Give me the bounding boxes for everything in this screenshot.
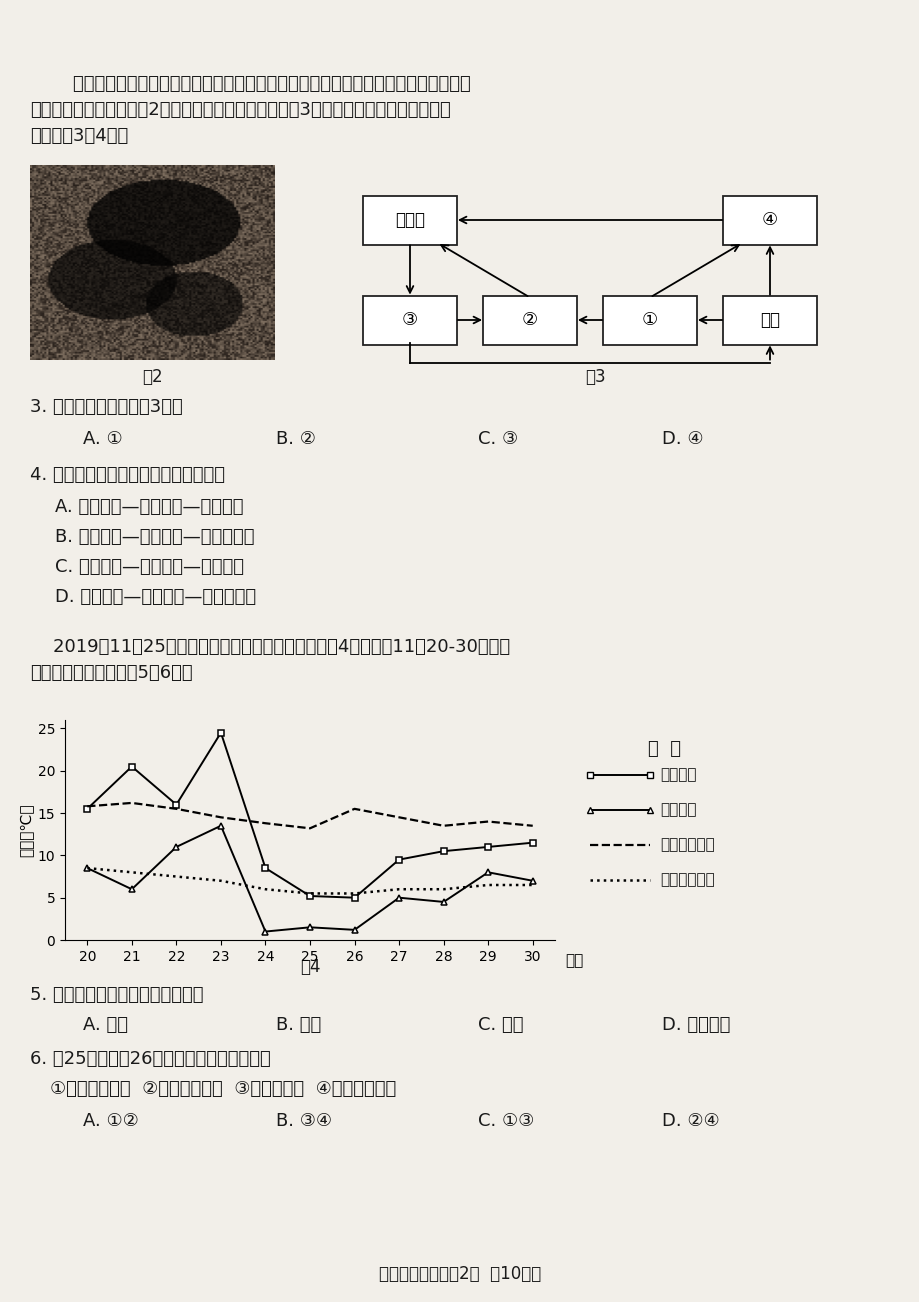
Text: 连云港云台山与泰山、崂山一脉相承，主要岩石类型为片麻岩（变质岩），原系海中: 连云港云台山与泰山、崂山一脉相承，主要岩石类型为片麻岩（变质岩），原系海中 [50,76,471,92]
FancyBboxPatch shape [722,296,816,345]
Text: 历史均值高温: 历史均值高温 [659,837,714,853]
Text: 4. 图示景观形成的主要地质作用依次是: 4. 图示景观形成的主要地质作用依次是 [30,466,225,484]
FancyBboxPatch shape [363,195,457,245]
Text: ③: ③ [402,311,417,329]
Text: A. 寒潮: A. 寒潮 [83,1016,128,1034]
Text: 沉积物: 沉积物 [394,211,425,229]
Text: 图  例: 图 例 [648,740,681,758]
Text: 历史均值低温: 历史均值低温 [659,872,714,888]
Text: 2019年11月25日，江苏南京迎来了第一场小雪。图4为南京市11月20-30日气温: 2019年11月25日，江苏南京迎来了第一场小雪。图4为南京市11月20-30日… [30,638,509,656]
Text: 岛屿，后演化成陆地。图2为云台山老鹰峰景观照片，图3为岩石圈物质循环示意简图。: 岛屿，后演化成陆地。图2为云台山老鹰峰景观照片，图3为岩石圈物质循环示意简图。 [30,102,450,118]
Text: 5. 导致该地此次降雪的天气系统是: 5. 导致该地此次降雪的天气系统是 [30,986,203,1004]
Text: A. ①②: A. ①② [83,1112,139,1130]
Text: C. ③: C. ③ [478,430,518,448]
Text: 变化曲线图。读图回答5～6题。: 变化曲线图。读图回答5～6题。 [30,664,192,682]
Text: C. 沉积作用—变质作用—地壳抬升: C. 沉积作用—变质作用—地壳抬升 [55,559,244,575]
Text: 图4: 图4 [300,958,320,976]
Text: 实况低温: 实况低温 [659,802,696,818]
Text: 日期: 日期 [564,953,583,969]
Text: 图2: 图2 [142,368,162,385]
Text: 岩浆: 岩浆 [759,311,779,329]
Text: D. ④: D. ④ [662,430,703,448]
Text: 6. 与25日相比，26日气温更低的主要原因是: 6. 与25日相比，26日气温更低的主要原因是 [30,1049,270,1068]
Text: C. 冷锋: C. 冷锋 [478,1016,523,1034]
FancyBboxPatch shape [722,195,816,245]
Text: A. 地壳抬升—固结成岩—变质作用: A. 地壳抬升—固结成岩—变质作用 [55,497,244,516]
Text: ①强冷空气影响  ②融雪消耗热量  ③地面辐射强  ④大气逆辐射强: ①强冷空气影响 ②融雪消耗热量 ③地面辐射强 ④大气逆辐射强 [50,1079,396,1098]
Text: 高三地理试题（第2页  共10页）: 高三地理试题（第2页 共10页） [379,1266,540,1282]
Text: ②: ② [521,311,538,329]
Text: C. ①③: C. ①③ [478,1112,534,1130]
Text: ①: ① [641,311,657,329]
Text: D. 变质作用—地壳抬升—风化、侵蚀: D. 变质作用—地壳抬升—风化、侵蚀 [55,589,255,605]
Text: B. 地壳抬升—变质作用—风化、侵蚀: B. 地壳抬升—变质作用—风化、侵蚀 [55,529,255,546]
Y-axis label: 气温（℃）: 气温（℃） [18,803,33,857]
Text: B. 气旋: B. 气旋 [276,1016,321,1034]
Text: B. ②: B. ② [276,430,315,448]
Text: 图3: 图3 [584,368,605,385]
Text: D. ②④: D. ②④ [662,1112,720,1130]
Text: D. 准静止锋: D. 准静止锋 [662,1016,730,1034]
Text: 实况高温: 实况高温 [659,767,696,783]
FancyBboxPatch shape [363,296,457,345]
Text: 读图回答3～4题。: 读图回答3～4题。 [30,128,128,145]
Text: B. ③④: B. ③④ [276,1112,332,1130]
Text: ④: ④ [761,211,777,229]
Text: A. ①: A. ① [83,430,122,448]
FancyBboxPatch shape [482,296,576,345]
Text: 3. 云台山岩石类型为图3中的: 3. 云台山岩石类型为图3中的 [30,398,183,417]
FancyBboxPatch shape [602,296,697,345]
